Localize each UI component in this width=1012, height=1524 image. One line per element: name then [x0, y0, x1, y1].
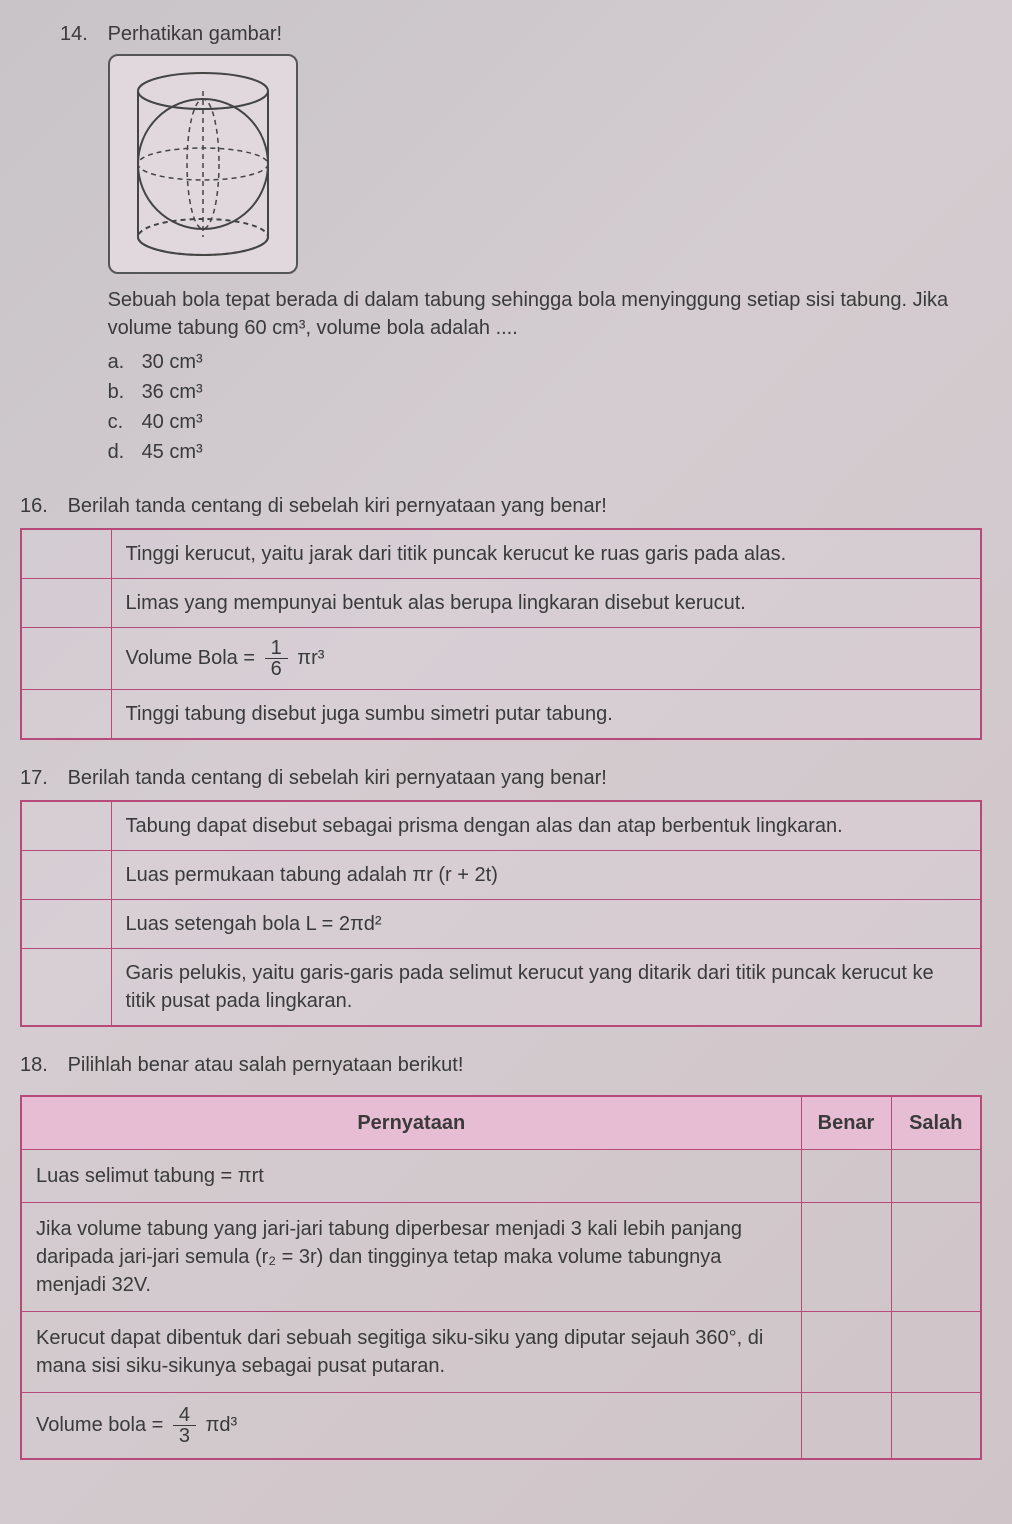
check-cell[interactable] [21, 851, 111, 900]
true-cell[interactable] [801, 1203, 891, 1312]
numerator: 1 [265, 638, 288, 659]
option-text: 30 cm³ [142, 351, 203, 373]
question-title: Perhatikan gambar! [108, 20, 980, 48]
question-title: Pilihlah benar atau salah pernyataan ber… [68, 1054, 464, 1076]
formula-post: πr³ [297, 647, 324, 669]
option-text: 45 cm³ [142, 441, 203, 463]
header-true: Benar [801, 1096, 891, 1150]
option-a[interactable]: a.30 cm³ [108, 348, 980, 376]
true-cell[interactable] [801, 1393, 891, 1460]
header-false: Salah [891, 1096, 981, 1150]
question-number: 14. [60, 20, 102, 48]
denominator: 3 [173, 1426, 196, 1446]
checkmark-table-17: Tabung dapat disebut sebagai prisma deng… [20, 800, 982, 1027]
false-cell[interactable] [891, 1312, 981, 1393]
option-letter: b. [108, 378, 142, 406]
table-row: Garis pelukis, yaitu garis-garis pada se… [21, 949, 981, 1027]
question-body: Perhatikan gambar! Sebuah bola tepat ber… [108, 20, 980, 468]
statement-cell: Tinggi tabung disebut juga sumbu simetri… [111, 690, 981, 740]
option-b[interactable]: b.36 cm³ [108, 378, 980, 406]
sphere-in-cylinder-figure [108, 54, 298, 274]
table-row: Volume bola = 43 πd³ [21, 1393, 981, 1460]
statement-cell: Volume Bola = 16 πr³ [111, 628, 981, 690]
fraction: 43 [173, 1405, 196, 1446]
false-cell[interactable] [891, 1393, 981, 1460]
true-false-table-18: Pernyataan Benar Salah Luas selimut tabu… [20, 1095, 982, 1460]
question-stem: Sebuah bola tepat berada di dalam tabung… [108, 286, 980, 342]
statement-cell: Garis pelukis, yaitu garis-garis pada se… [111, 949, 981, 1027]
statement-cell: Luas permukaan tabung adalah πr (r + 2t) [111, 851, 981, 900]
denominator: 6 [265, 659, 288, 679]
statement-cell: Tinggi kerucut, yaitu jarak dari titik p… [111, 529, 981, 579]
table-row: Luas selimut tabung = πrt [21, 1150, 981, 1203]
cylinder-sphere-icon [123, 69, 283, 259]
statement-cell: Jika volume tabung yang jari-jari tabung… [21, 1203, 801, 1312]
header-statement: Pernyataan [21, 1096, 801, 1150]
option-text: 36 cm³ [142, 381, 203, 403]
question-14: 14. Perhatikan gambar! Sebuah bola tepat… [60, 20, 982, 468]
statement-cell: Luas setengah bola L = 2πd² [111, 900, 981, 949]
table-row: Volume Bola = 16 πr³ [21, 628, 981, 690]
option-text: 40 cm³ [142, 411, 203, 433]
fraction: 16 [265, 638, 288, 679]
question-title: Berilah tanda centang di sebelah kiri pe… [68, 495, 607, 517]
false-cell[interactable] [891, 1150, 981, 1203]
check-cell[interactable] [21, 529, 111, 579]
question-title: Berilah tanda centang di sebelah kiri pe… [68, 767, 607, 789]
table-header-row: Pernyataan Benar Salah [21, 1096, 981, 1150]
statement-cell: Volume bola = 43 πd³ [21, 1393, 801, 1460]
formula-post: πd³ [206, 1414, 238, 1436]
table-row: Tabung dapat disebut sebagai prisma deng… [21, 801, 981, 851]
formula-pre: Volume bola = [36, 1414, 169, 1436]
option-letter: d. [108, 438, 142, 466]
statement-cell: Kerucut dapat dibentuk dari sebuah segit… [21, 1312, 801, 1393]
question-16: 16. Berilah tanda centang di sebelah kir… [20, 492, 982, 740]
true-cell[interactable] [801, 1150, 891, 1203]
numerator: 4 [173, 1405, 196, 1426]
check-cell[interactable] [21, 628, 111, 690]
option-c[interactable]: c.40 cm³ [108, 408, 980, 436]
statement-cell: Luas selimut tabung = πrt [21, 1150, 801, 1203]
check-cell[interactable] [21, 949, 111, 1027]
question-number: 17. [20, 764, 62, 792]
table-row: Limas yang mempunyai bentuk alas berupa … [21, 579, 981, 628]
option-letter: a. [108, 348, 142, 376]
question-number: 18. [20, 1051, 62, 1079]
question-17: 17. Berilah tanda centang di sebelah kir… [20, 764, 982, 1027]
table-row: Luas permukaan tabung adalah πr (r + 2t) [21, 851, 981, 900]
table-row: Tinggi kerucut, yaitu jarak dari titik p… [21, 529, 981, 579]
table-row: Jika volume tabung yang jari-jari tabung… [21, 1203, 981, 1312]
checkmark-table-16: Tinggi kerucut, yaitu jarak dari titik p… [20, 528, 982, 740]
option-d[interactable]: d.45 cm³ [108, 438, 980, 466]
table-row: Luas setengah bola L = 2πd² [21, 900, 981, 949]
statement-cell: Tabung dapat disebut sebagai prisma deng… [111, 801, 981, 851]
question-18: 18. Pilihlah benar atau salah pernyataan… [20, 1051, 982, 1460]
check-cell[interactable] [21, 900, 111, 949]
check-cell[interactable] [21, 690, 111, 740]
false-cell[interactable] [891, 1203, 981, 1312]
table-row: Tinggi tabung disebut juga sumbu simetri… [21, 690, 981, 740]
table-row: Kerucut dapat dibentuk dari sebuah segit… [21, 1312, 981, 1393]
options-list: a.30 cm³ b.36 cm³ c.40 cm³ d.45 cm³ [108, 348, 980, 466]
question-number: 16. [20, 492, 62, 520]
true-cell[interactable] [801, 1312, 891, 1393]
check-cell[interactable] [21, 801, 111, 851]
option-letter: c. [108, 408, 142, 436]
check-cell[interactable] [21, 579, 111, 628]
formula-pre: Volume Bola = [126, 647, 261, 669]
statement-cell: Limas yang mempunyai bentuk alas berupa … [111, 579, 981, 628]
